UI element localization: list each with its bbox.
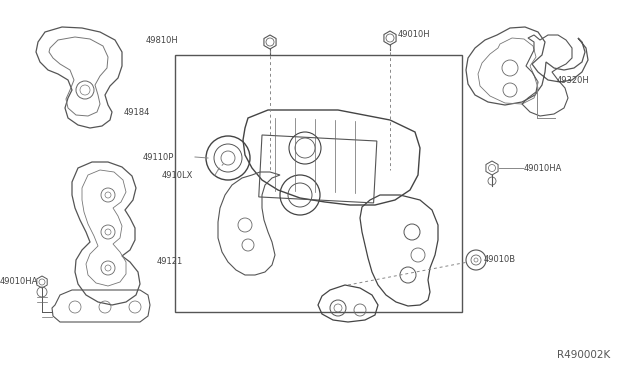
Text: 49121: 49121: [157, 257, 183, 266]
Bar: [175, 55, 462, 312]
Text: 49010H: 49010H: [398, 29, 431, 38]
Bar: [259, 135, 377, 203]
Text: 49110P: 49110P: [143, 153, 174, 161]
Text: 49010B: 49010B: [484, 256, 516, 264]
Text: 49184: 49184: [124, 108, 150, 116]
Text: 4910LX: 4910LX: [162, 170, 193, 180]
Text: 49010HA: 49010HA: [0, 278, 38, 286]
Text: 49320H: 49320H: [557, 76, 589, 84]
Text: R490002K: R490002K: [557, 350, 610, 360]
Text: 49010HA: 49010HA: [524, 164, 563, 173]
Text: 49810H: 49810H: [145, 35, 178, 45]
